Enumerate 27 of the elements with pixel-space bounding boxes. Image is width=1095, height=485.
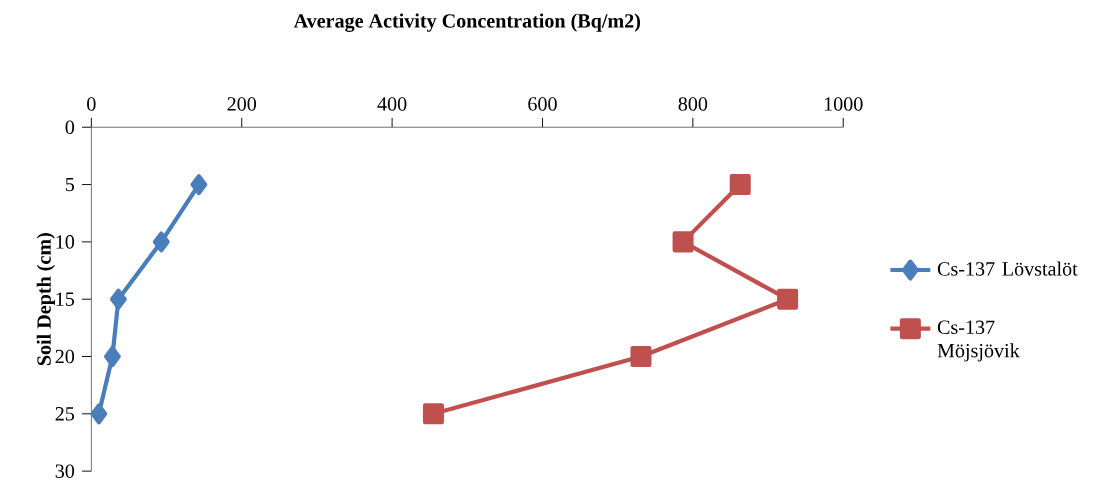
- x-tick-label: 400: [377, 97, 407, 111]
- y-tick-label: 10: [56, 235, 75, 249]
- point: [110, 288, 127, 310]
- y-axis-title: Soil Depth (cm): [36, 233, 55, 366]
- legend-label: Cs-137 Lövstalöt: [937, 261, 1078, 276]
- point: [90, 403, 108, 425]
- y-tick-label: 20: [55, 349, 75, 364]
- point: [729, 174, 751, 196]
- y-tick-label: 5: [65, 178, 75, 192]
- point: [103, 346, 121, 368]
- y-tick-label: 30: [55, 464, 75, 479]
- x-tick-label: 600: [528, 97, 557, 111]
- y-tick-label: 25: [55, 407, 75, 421]
- x-tick-label: 1000: [824, 97, 863, 111]
- legend-label: Cs-137 Möjsjövik: [937, 320, 1020, 362]
- point: [777, 288, 799, 310]
- point: [630, 346, 652, 368]
- x-tick-label: 800: [678, 97, 708, 111]
- point: [422, 403, 444, 425]
- point: [672, 231, 694, 253]
- y-tick-label: 15: [56, 292, 75, 307]
- x-tick-label: 200: [227, 97, 257, 111]
- point: [152, 231, 170, 253]
- x-axis-title: Average Activity Concentration (Bq/m2): [293, 13, 641, 33]
- point: [190, 174, 208, 196]
- y-tick-label: 0: [65, 120, 75, 135]
- x-tick-label: 0: [87, 97, 96, 111]
